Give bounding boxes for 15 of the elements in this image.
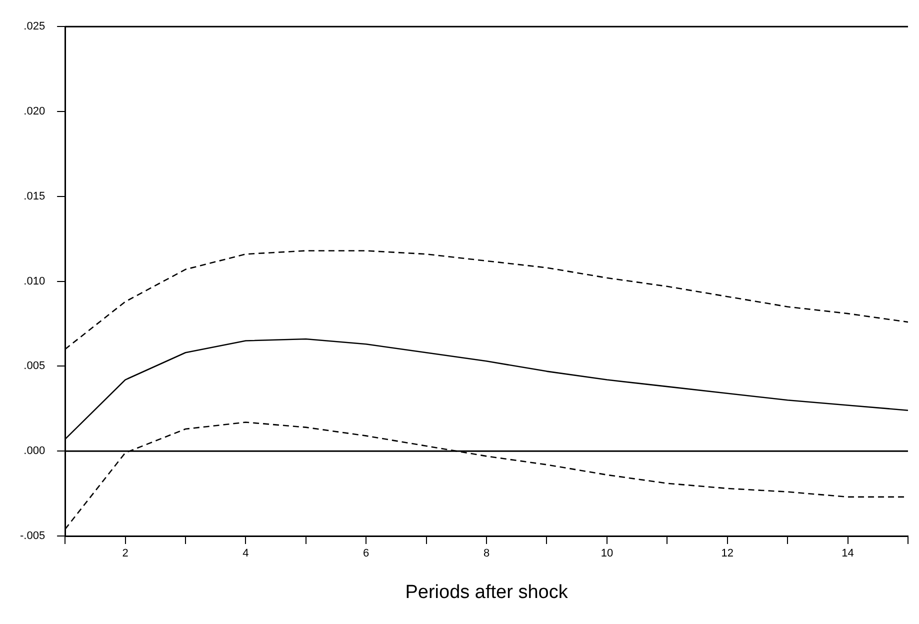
x-tick-label: 4 bbox=[242, 548, 249, 560]
y-tick-label: .000 bbox=[24, 445, 46, 458]
x-tick-label: 8 bbox=[483, 548, 490, 560]
x-tick-label: 12 bbox=[721, 548, 734, 560]
y-tick-label: .020 bbox=[24, 106, 46, 118]
x-tick-label: 2 bbox=[122, 548, 128, 560]
x-tick-label: 10 bbox=[600, 548, 614, 560]
y-tick-label: .015 bbox=[24, 190, 46, 202]
y-tick-label: .005 bbox=[24, 360, 46, 372]
y-tick-label: .025 bbox=[24, 20, 46, 33]
x-tick-label: 6 bbox=[363, 548, 370, 560]
y-tick-label: .010 bbox=[24, 275, 46, 288]
x-tick-label: 14 bbox=[842, 548, 854, 560]
x-axis-title: Periods after shock bbox=[405, 582, 568, 603]
y-tick-label: -.005 bbox=[20, 530, 46, 542]
